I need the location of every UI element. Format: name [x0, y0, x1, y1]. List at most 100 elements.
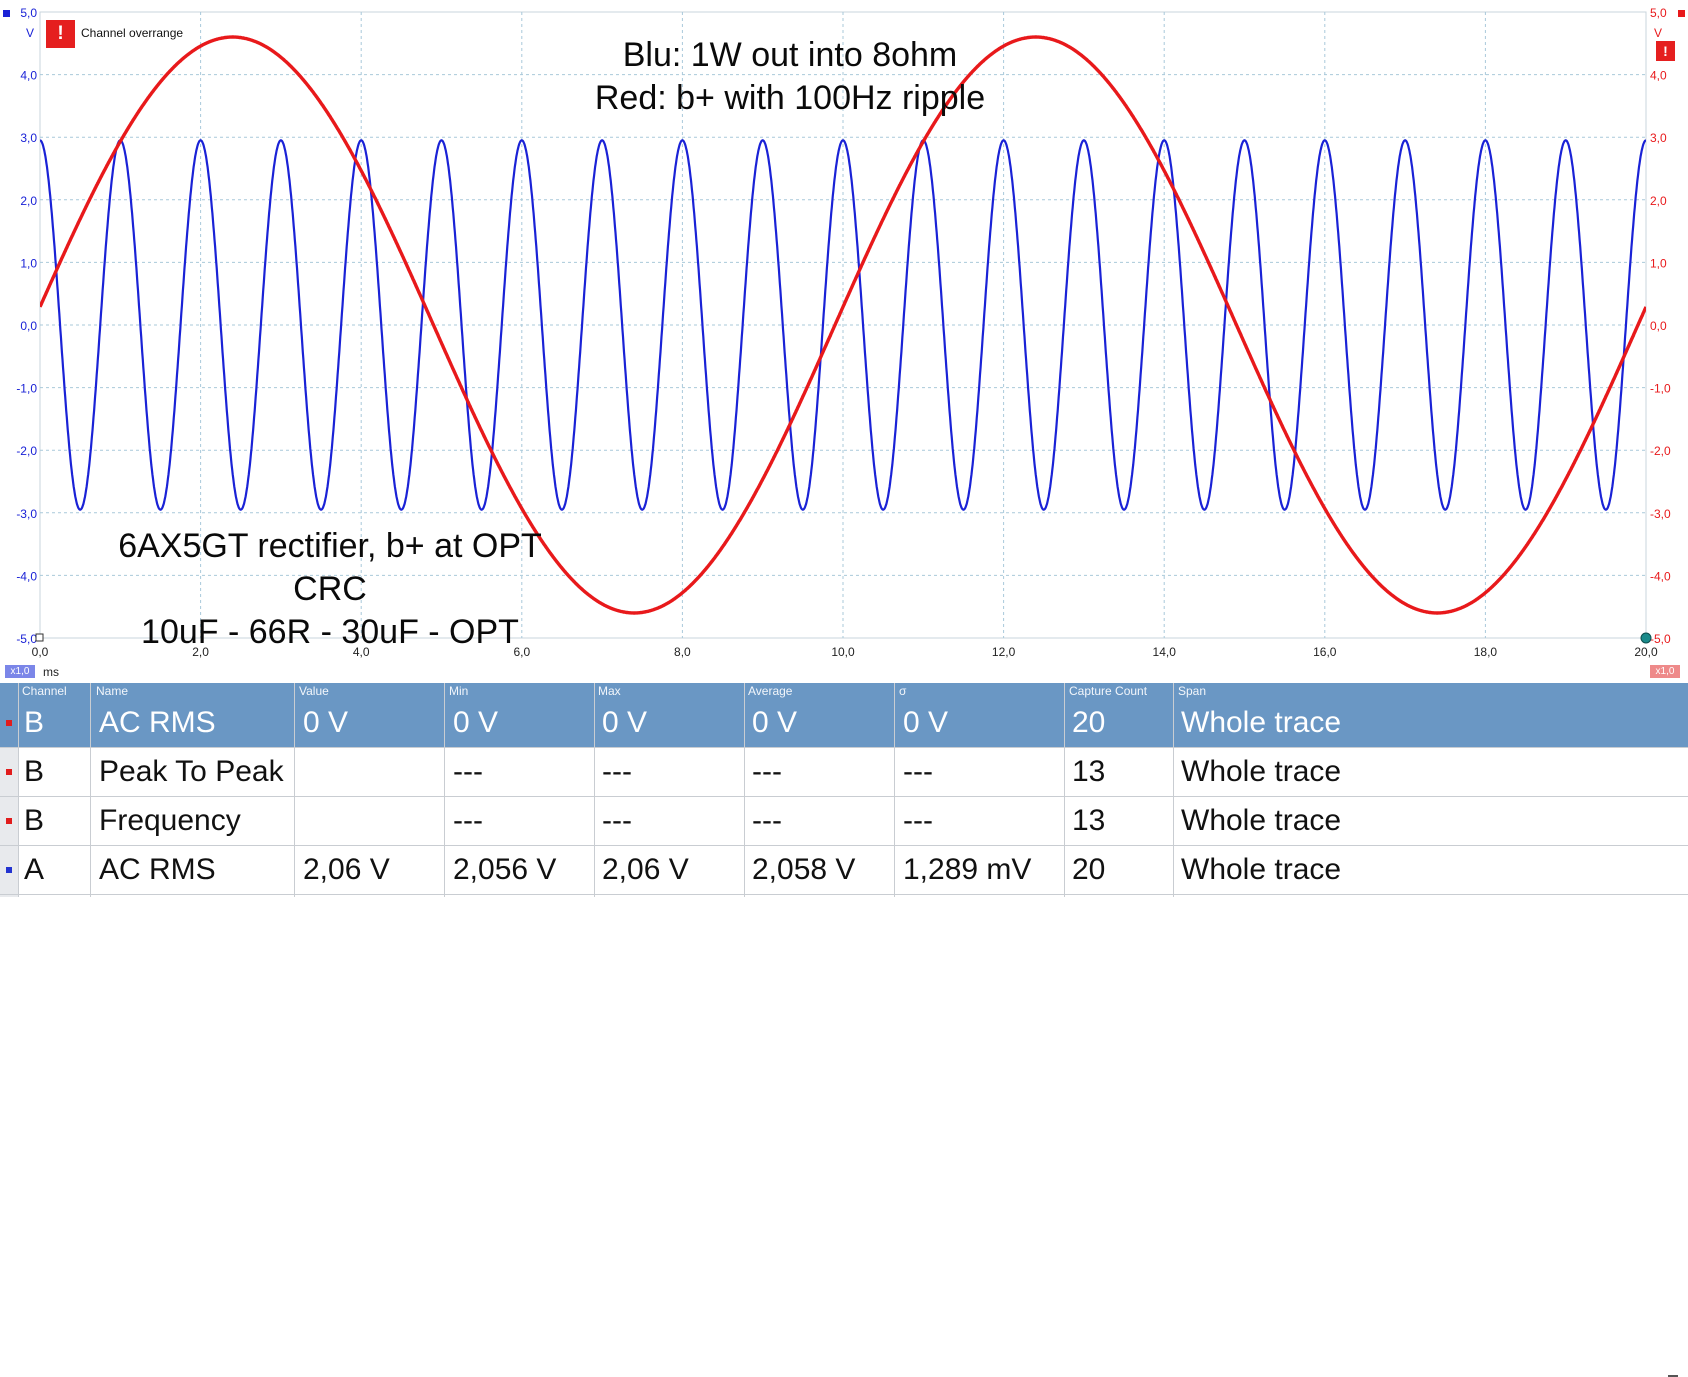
cell-name: AC RMS — [99, 853, 216, 886]
column-divider — [1173, 683, 1174, 897]
column-header-max[interactable]: Max — [598, 684, 621, 698]
cell-min: 0 V — [453, 706, 499, 739]
column-header-span[interactable]: Span — [1178, 684, 1207, 698]
left-axis-tick-label: -5,0 — [16, 632, 37, 646]
right-axis-tick-label: 5,0 — [1650, 6, 1667, 20]
cell-span: Whole trace — [1181, 755, 1342, 788]
annotation-top-line-1: Blu: 1W out into 8ohm — [622, 36, 958, 74]
column-divider — [1064, 683, 1065, 897]
right-axis-tick-label: -5,0 — [1650, 632, 1671, 646]
row-divider — [0, 845, 1688, 846]
trigger-marker-icon[interactable] — [35, 633, 44, 642]
x-axis-tick-label: 0,0 — [32, 645, 49, 659]
annotation-bottom[interactable]: 6AX5GT rectifier, b+ at OPT CRC 10uF - 6… — [40, 525, 620, 654]
cell-value: 0 V — [303, 706, 349, 739]
cell-capture-count: 20 — [1072, 706, 1106, 739]
column-header-capture-count[interactable]: Capture Count — [1069, 684, 1148, 698]
left-axis-tick-label: -4,0 — [16, 569, 37, 583]
channel-b-axis-marker-icon — [1678, 10, 1685, 17]
channel-b-marker-icon — [6, 818, 12, 824]
x-axis-tick-label: 14,0 — [1153, 645, 1177, 659]
cell-span: Whole trace — [1181, 804, 1342, 837]
cell-channel: B — [24, 755, 45, 788]
right-axis-tick-label: -3,0 — [1650, 507, 1671, 521]
column-divider — [444, 683, 445, 897]
cell-max: 2,06 V — [602, 853, 689, 886]
row-divider — [0, 894, 1688, 895]
cell-average: --- — [752, 755, 782, 788]
cell-name: AC RMS — [99, 706, 216, 739]
column-divider — [294, 683, 295, 897]
cell-capture-count: 13 — [1072, 804, 1106, 837]
column-header-value[interactable]: Value — [299, 684, 329, 698]
cell-min: --- — [453, 804, 483, 837]
cell-sigma: 1,289 mV — [903, 853, 1032, 886]
annotation-bottom-line-1: 6AX5GT rectifier, b+ at OPT — [118, 527, 542, 565]
cell-name: Frequency — [99, 804, 241, 837]
cell-channel: B — [24, 804, 45, 837]
column-divider — [90, 683, 91, 897]
column-divider — [744, 683, 745, 897]
time-marker-icon[interactable] — [1640, 632, 1652, 644]
right-axis-tick-label: 0,0 — [1650, 319, 1667, 333]
cell-capture-count: 20 — [1072, 853, 1106, 886]
right-axis-tick-label: 2,0 — [1650, 194, 1667, 208]
left-axis-tick-label: 0,0 — [20, 319, 37, 333]
measurement-row[interactable]: A AC RMS 2,06 V 2,056 V 2,06 V 2,058 V 1… — [0, 846, 1688, 894]
left-axis-tick-label: 4,0 — [20, 69, 37, 83]
x-axis-tick-label: 4,0 — [353, 645, 370, 659]
measurement-row[interactable]: B Peak To Peak --- --- --- --- 13 Whole … — [0, 748, 1688, 796]
x-axis-tick-label: 20,0 — [1634, 645, 1658, 659]
right-axis-tick-label: -2,0 — [1650, 444, 1671, 458]
cell-max: --- — [602, 755, 632, 788]
x-axis-unit: ms — [43, 665, 59, 679]
x-axis-tick-label: 2,0 — [192, 645, 209, 659]
column-header-sigma[interactable]: σ — [899, 684, 907, 698]
measurements-table[interactable]: Channel Name Value Min Max Average σ Cap… — [0, 683, 1688, 1377]
left-axis-tick-label: -3,0 — [16, 507, 37, 521]
channel-a-axis-marker-icon — [3, 10, 10, 17]
column-header-min[interactable]: Min — [449, 684, 469, 698]
column-header-channel[interactable]: Channel — [22, 684, 67, 698]
cell-capture-count: 13 — [1072, 755, 1106, 788]
cell-sigma: --- — [903, 755, 933, 788]
measurement-row[interactable]: B AC RMS 0 V 0 V 0 V 0 V 0 V 20 Whole tr… — [0, 699, 1688, 747]
left-axis-tick-label: -2,0 — [16, 444, 37, 458]
cell-name: Peak To Peak — [99, 755, 284, 788]
channel-b-marker-icon — [6, 720, 12, 726]
x-axis-tick-label: 6,0 — [513, 645, 530, 659]
right-axis-overrange-icon: ! — [1656, 41, 1675, 61]
left-axis-tick-label: 5,0 — [20, 6, 37, 20]
left-axis-tick-label: 1,0 — [20, 256, 37, 270]
waveform-plot[interactable]: 5,0 5,0 4,0 4,0 3,0 3,0 2,0 2,0 1,0 1,0 0,0 0,0 -1,0… — [0, 0, 1688, 680]
column-divider — [18, 683, 19, 897]
right-axis-tick-label: -1,0 — [1650, 382, 1671, 396]
measurement-row[interactable]: B Frequency --- --- --- --- 13 Whole tra… — [0, 797, 1688, 845]
cell-average: 0 V — [752, 706, 798, 739]
channel-a-marker-icon — [6, 867, 12, 873]
annotation-top[interactable]: Blu: 1W out into 8ohm Red: b+ with 100Hz… — [490, 34, 1090, 120]
channel-b-trace — [40, 35, 1646, 615]
cell-sigma: --- — [903, 804, 933, 837]
x-axis-tick-label: 18,0 — [1474, 645, 1498, 659]
cell-min: 2,056 V — [453, 853, 557, 886]
x-zoom-badge[interactable]: x1,0 — [5, 665, 35, 678]
x-axis-tick-label: 10,0 — [831, 645, 855, 659]
oscilloscope-view[interactable]: 5,0 5,0 4,0 4,0 3,0 3,0 2,0 2,0 1,0 1,0 0,0 0,0 -1,0… — [0, 0, 1688, 680]
left-axis-tick-label: 2,0 — [20, 194, 37, 208]
column-divider — [894, 683, 895, 897]
cell-max: --- — [602, 804, 632, 837]
column-header-average[interactable]: Average — [748, 684, 793, 698]
right-zoom-badge[interactable]: x1,0 — [1650, 665, 1680, 678]
overrange-warning-label: Channel overrange — [81, 26, 184, 40]
cell-channel: A — [24, 853, 45, 886]
overrange-warning-icon: ! — [46, 20, 75, 48]
left-axis-tick-label: -1,0 — [16, 382, 37, 396]
channel-a-trace — [40, 139, 1646, 511]
cell-min: --- — [453, 755, 483, 788]
x-axis-tick-label: 16,0 — [1313, 645, 1337, 659]
column-header-name[interactable]: Name — [96, 684, 129, 698]
cell-sigma: 0 V — [903, 706, 949, 739]
x-axis-tick-label: 8,0 — [674, 645, 691, 659]
right-axis-tick-label: 4,0 — [1650, 69, 1667, 83]
